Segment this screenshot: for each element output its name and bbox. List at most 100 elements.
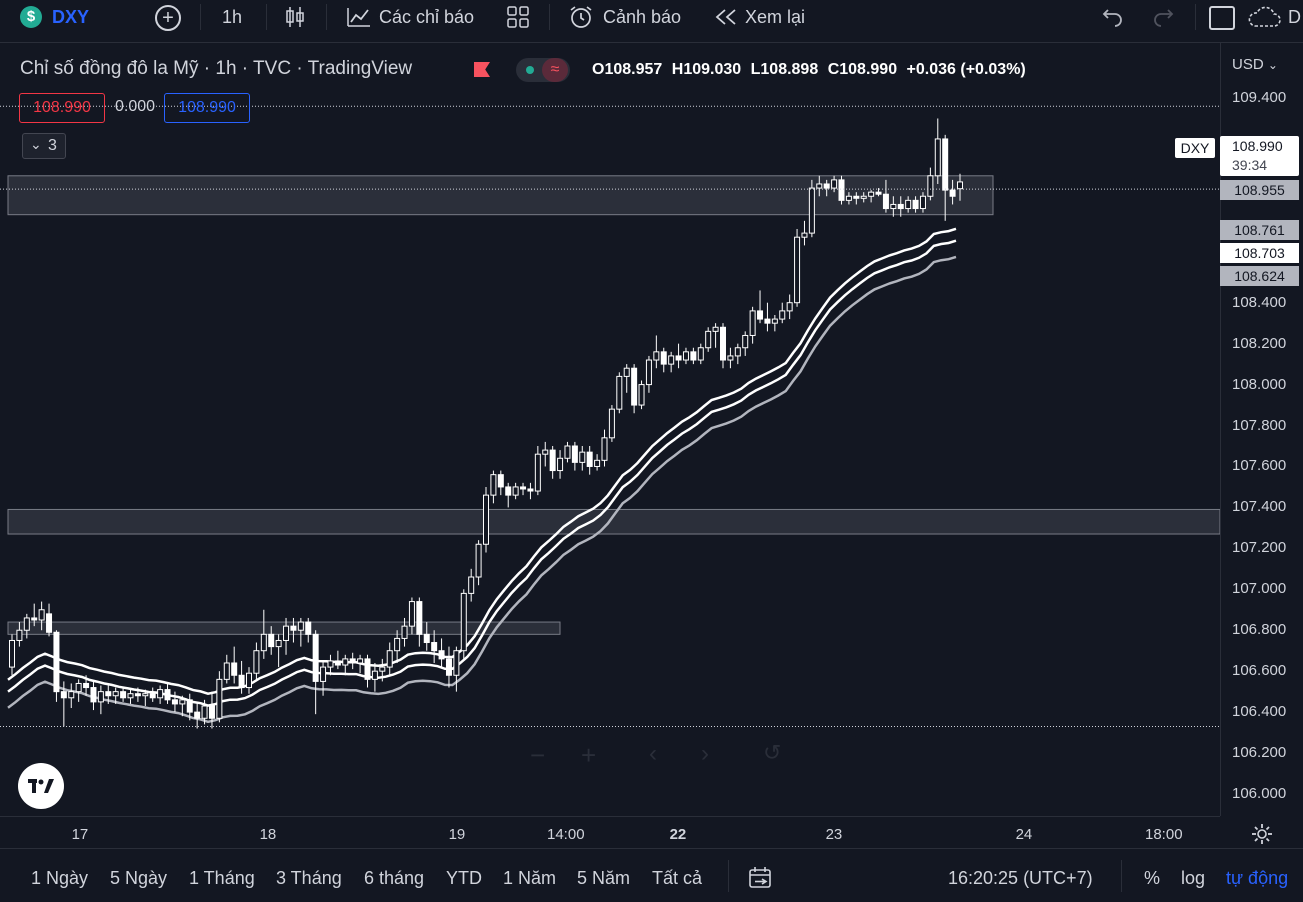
interval-button[interactable]: 1h [222,7,243,27]
price-tick: 106.400 [1232,703,1287,721]
candle-body [216,678,223,719]
range-button[interactable]: 1 Tháng [189,868,255,888]
settings-gear-icon[interactable] [1251,823,1273,845]
range-button[interactable]: 1 Ngày [31,868,89,888]
templates-grid-icon[interactable] [507,6,529,28]
zoom-in-button[interactable]: + [581,740,597,770]
price-axis[interactable] [1220,42,1303,816]
time-tick: 23 [825,826,843,843]
candle-body [105,691,112,697]
candle-body [260,633,267,652]
candle-body [882,193,889,210]
alert-button[interactable]: Cảnh báo [603,7,682,27]
date-range-calendar-icon[interactable] [748,866,774,890]
redo-icon[interactable] [1152,7,1176,27]
candle-body [53,631,60,693]
alarm-clock-icon[interactable] [568,5,594,29]
collapsed-indicator-count: 3 [48,137,57,154]
percent-scale-toggle[interactable]: % [1144,868,1161,888]
candle-body [868,191,875,197]
sell-price-button[interactable]: 108.990 [19,93,105,123]
reset-chart-icon[interactable]: ↺ [763,740,782,765]
time-tick: 14:00 [547,826,585,843]
candle-body [127,693,134,699]
candle-body [201,705,208,719]
replay-rewind-icon[interactable] [713,8,739,26]
candle-body [46,613,53,633]
layout-square-icon[interactable] [1209,6,1235,30]
indicators-collapse-toggle[interactable]: ⌄ 3 [22,133,66,159]
candle-body [520,486,527,490]
range-button[interactable]: 5 Ngày [110,868,168,888]
candle-body [542,449,549,455]
candle-body [497,474,504,488]
cloud-save-icon[interactable] [1247,6,1281,28]
last-price-label: 108.990 39:34 [1220,136,1299,176]
candle-body [223,662,230,680]
candle-body [312,633,319,682]
log-scale-toggle[interactable]: log [1181,868,1206,888]
candle-body [83,682,90,689]
flag-icon[interactable] [474,62,490,77]
candle-body [483,494,489,545]
range-button[interactable]: Tất cả [652,868,703,888]
indicators-icon[interactable] [346,6,372,28]
toolbar-cutoff-text[interactable]: D [1288,7,1301,27]
candle-body [897,203,904,210]
range-button[interactable]: YTD [446,868,482,888]
candle-body [349,658,356,664]
zoom-out-button[interactable]: − [530,740,546,770]
symbol-search[interactable]: DXY [52,7,90,27]
price-chart[interactable] [0,42,1220,816]
range-button[interactable]: 1 Năm [503,868,557,888]
candle-body [23,617,30,631]
candle-body [527,488,534,492]
candle-body [682,351,689,361]
market-status-pill[interactable]: ≈ [516,58,570,82]
replay-button[interactable]: Xem lại [745,7,806,27]
candle-body [416,601,423,635]
spread-value: 0.000 [115,98,156,115]
price-label-108955: 108.955 [1220,180,1299,200]
candle-body [808,187,815,234]
candle-body [68,691,75,699]
candle-body [364,658,371,680]
scroll-right-icon[interactable]: › [701,740,709,767]
band-middle-line [7,239,957,707]
candle-body [742,334,749,349]
chart-title[interactable]: Chỉ số đồng đô la Mỹ · 1h · TVC · Tradin… [20,58,413,79]
candle-body [357,658,364,664]
range-button[interactable]: 6 tháng [364,868,425,888]
tradingview-logo-icon[interactable] [18,763,64,809]
price-tick: 108.000 [1232,375,1287,393]
candle-body [490,474,497,496]
candle-style-icon[interactable] [284,5,306,29]
candle-body [327,660,334,668]
candle-body [771,318,778,324]
time-tick: 24 [1015,826,1033,843]
candle-body [134,693,141,697]
candle-body [608,408,615,439]
indicators-button[interactable]: Các chỉ báo [379,7,475,27]
buy-price-button[interactable]: 108.990 [164,93,250,123]
candle-body [386,650,393,668]
candle-body [179,699,186,705]
candle-body [623,367,630,377]
candle-body [764,318,771,324]
compare-plus-icon[interactable]: + [155,5,181,31]
price-tick: 107.800 [1232,416,1287,434]
candle-body [194,711,201,719]
range-button[interactable]: 3 Tháng [276,868,342,888]
wave-icon: ≈ [542,58,568,82]
candle-body [408,601,415,627]
auto-scale-toggle[interactable]: tự động [1226,868,1289,888]
clock-timezone[interactable]: 16:20:25 (UTC+7) [948,868,1093,888]
price-tick: 107.000 [1232,580,1287,598]
candle-body [942,138,949,191]
last-price-value: 108.990 [1232,138,1283,154]
undo-icon[interactable] [1100,7,1124,27]
bar-countdown: 39:34 [1232,157,1268,173]
currency-selector[interactable]: USD ⌄ [1232,56,1278,73]
scroll-left-icon[interactable]: ‹ [649,740,657,767]
range-button[interactable]: 5 Năm [577,868,631,888]
